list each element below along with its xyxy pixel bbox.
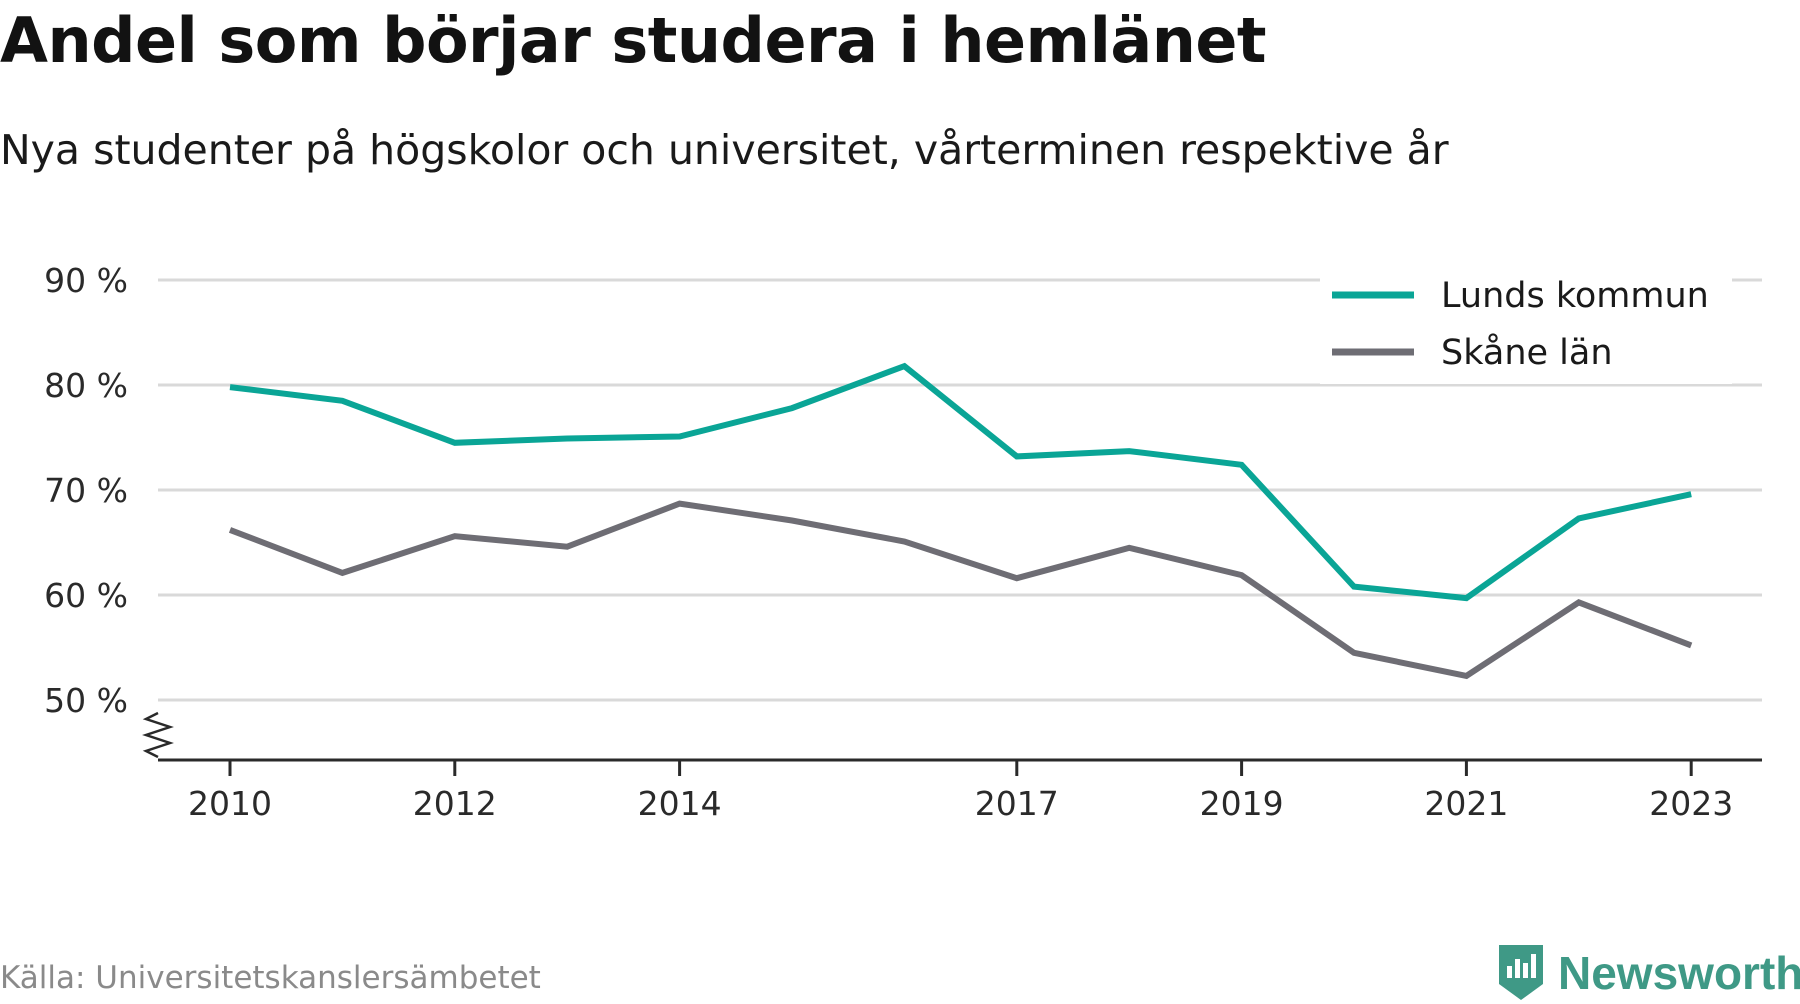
y-tick-label: 90 % (44, 261, 128, 300)
x-tick-label: 2010 (188, 784, 272, 823)
x-tick-label: 2017 (975, 784, 1059, 823)
newsworthy-logo: Newsworthy (1496, 942, 1800, 1004)
legend: Lunds kommun Skåne län (1320, 262, 1732, 384)
axis-break-mark (146, 713, 170, 757)
source-note: Källa: Universitetskanslersämbetet (0, 960, 541, 996)
newsworthy-logo-icon (1496, 942, 1546, 1004)
x-tick-label: 2021 (1424, 784, 1508, 823)
y-axis-ticks: 90 % 80 % 70 % 60 % 50 % (44, 261, 128, 720)
x-tick-label: 2019 (1200, 784, 1284, 823)
series-line-lunds-kommun (230, 366, 1691, 598)
y-tick-label: 50 % (44, 681, 128, 720)
legend-label: Skåne län (1441, 332, 1613, 373)
y-tick-label: 70 % (44, 471, 128, 510)
y-tick-label: 60 % (44, 576, 128, 615)
series-line-skane-lan (230, 504, 1691, 676)
y-tick-label: 80 % (44, 366, 128, 405)
series-lines (230, 366, 1691, 676)
x-tick-label: 2012 (413, 784, 497, 823)
x-axis: 2010 2012 2014 2017 2019 2021 2023 (146, 713, 1762, 823)
x-tick-label: 2023 (1649, 784, 1733, 823)
legend-label: Lunds kommun (1441, 276, 1709, 316)
brand-name: Newsworthy (1558, 946, 1800, 1000)
x-tick-label: 2014 (638, 784, 722, 823)
